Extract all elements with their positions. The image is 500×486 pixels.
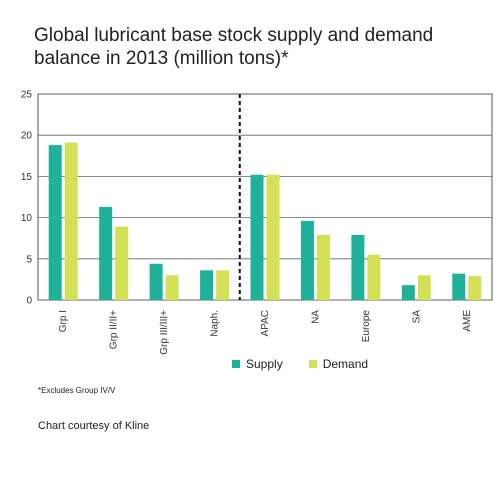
x-axis-labels: Grp I Grp II/II+ Grp III/III+ Naph. APAC NA Eu… [58,310,473,355]
y-tick-label: 0 [26,296,32,307]
bar-supply-1 [99,206,113,300]
bar-demand-5 [316,234,330,300]
x-tick-label: Grp III/III+ [159,310,170,355]
footnote: *Excludes Group IV/V [38,386,116,395]
legend-label-demand: Demand [322,357,369,371]
gridlines [37,93,493,301]
bar-supply-5 [300,220,314,300]
y-tick-label: 10 [21,213,33,224]
bar-supply-3 [200,270,214,300]
x-tick-label: APAC [260,310,271,337]
bar-demand-6 [367,254,381,300]
y-tick-label: 25 [21,90,33,101]
bar-demand-3 [216,270,230,300]
x-tick-label: NA [310,310,321,324]
bar-supply-2 [149,263,163,300]
bar-supply-0 [48,145,62,300]
x-tick-label: AME [462,310,473,332]
y-tick-label: 5 [26,254,32,265]
bar-demand-4 [266,174,280,300]
bar-supply-4 [250,174,264,300]
y-axis: 0 5 10 15 20 25 [21,90,33,307]
x-tick-label: Naph. [210,310,221,337]
x-tick-label: Grp I [58,310,69,332]
legend: Supply Demand [232,357,368,371]
bar-demand-0 [64,142,78,300]
chart-title: Global lubricant base stock supply and d… [34,25,434,69]
x-tick-label: Europe [361,310,372,343]
bar-demand-8 [468,276,482,300]
y-tick-label: 15 [21,172,33,183]
bar-demand-1 [115,226,129,300]
legend-swatch-supply [232,360,240,368]
x-tick-label: Grp II/II+ [109,310,120,349]
bars [48,142,482,300]
legend-item-demand: Demand [308,357,369,371]
bar-demand-7 [417,275,431,300]
legend-item-supply: Supply [232,357,283,371]
x-tick-label: SA [411,310,422,324]
legend-label-supply: Supply [246,357,283,371]
legend-swatch-demand [308,360,317,368]
bar-supply-6 [351,234,365,300]
y-tick-label: 20 [21,131,33,142]
bar-supply-8 [452,273,466,300]
chart-courtesy: Chart courtesy of Kline [38,420,150,432]
bar-supply-7 [401,285,415,300]
bar-demand-2 [165,275,179,300]
